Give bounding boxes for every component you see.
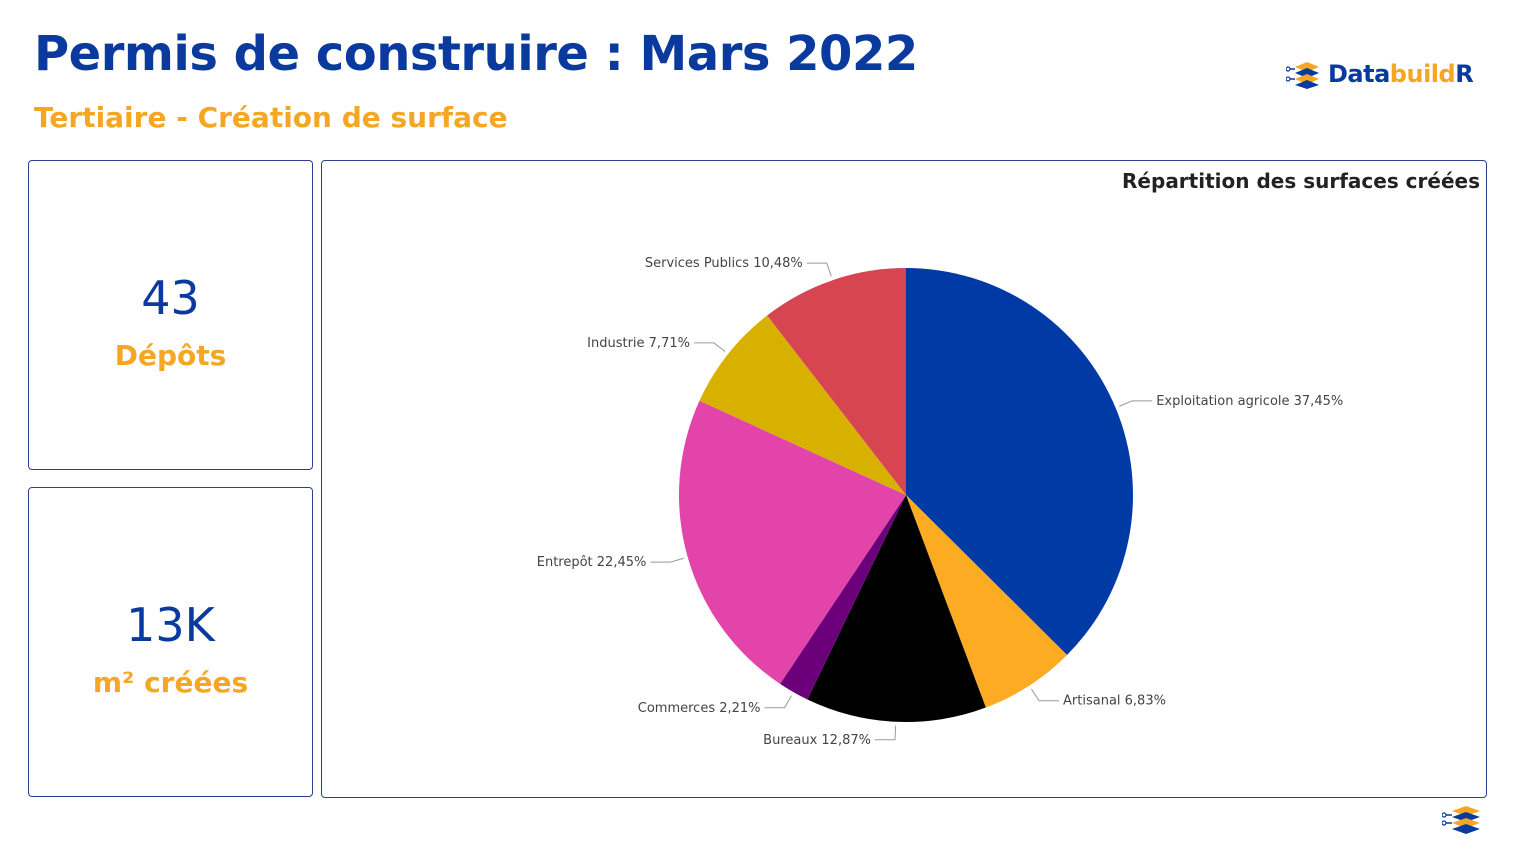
slice-label: Industrie 7,71% (587, 336, 690, 351)
slice-label: Services Publics 10,48% (645, 256, 803, 271)
leader-line (693, 342, 726, 352)
leader-line (874, 725, 897, 741)
pie-slice-artisanal[interactable] (906, 495, 1068, 708)
slice-label: Commerces 2,21% (638, 701, 761, 716)
leader-line (806, 262, 832, 277)
kpi-value-depots: 43 (141, 271, 200, 325)
slice-label: Bureaux 12,87% (763, 733, 871, 748)
layers-logo-icon (1286, 62, 1319, 89)
kpi-card-depots: 43 Dépôts (28, 160, 313, 470)
slice-label: Entrepôt 22,45% (537, 555, 647, 570)
leader-line (1031, 688, 1060, 702)
kpi-card-surface: 13K m² créées (28, 487, 313, 797)
slice-label: Artisanal 6,83% (1063, 694, 1166, 709)
kpi-label-depots: Dépôts (114, 339, 227, 372)
layers-corner-icon (1442, 806, 1480, 834)
kpi-label-surface: m² créées (92, 666, 249, 699)
pie-slice-entrep-t[interactable] (679, 400, 906, 684)
pie-slice-commerces[interactable] (780, 495, 906, 700)
pie-slice-exploitation-agricole[interactable] (906, 268, 1133, 656)
slice-label: Exploitation agricole 37,45% (1156, 394, 1343, 409)
page-subtitle: Tertiaire - Création de surface (34, 101, 508, 134)
kpi-value-surface: 13K (126, 598, 215, 652)
databuildr-logo: DatabuildR (1286, 58, 1474, 90)
page-title: Permis de construire : Mars 2022 (34, 26, 918, 82)
chart-title: Répartition des surfaces créées (1122, 169, 1480, 193)
pie-chart-card: Répartition des surfaces créées Exploita… (321, 160, 1487, 798)
pie-slice-services-publics[interactable] (767, 268, 906, 495)
leader-line (650, 557, 684, 563)
leader-line (764, 695, 792, 709)
leader-line (1119, 400, 1153, 407)
logo-text: DatabuildR (1328, 60, 1474, 88)
pie-slice-bureaux[interactable] (807, 495, 986, 722)
pie-chart: Exploitation agricole 37,45% Artisanal 6,… (537, 256, 1343, 748)
pie-slice-industrie[interactable] (699, 315, 906, 495)
